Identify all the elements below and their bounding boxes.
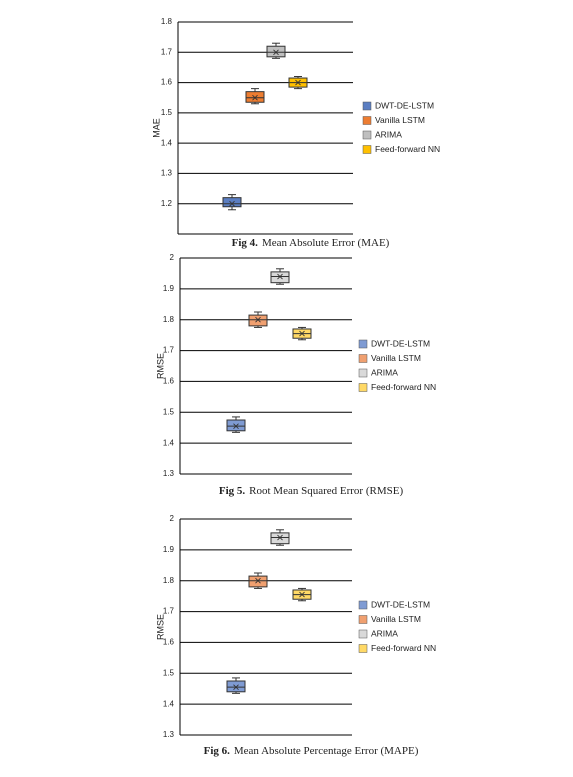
legend-label: DWT-DE-LSTM xyxy=(375,100,434,110)
legend-swatch xyxy=(358,644,368,653)
y-tick-label: 1.5 xyxy=(161,108,173,117)
legend-label: ARIMA xyxy=(371,367,398,377)
y-tick-label: 1.8 xyxy=(163,315,175,324)
caption-text: Mean Absolute Percentage Error (MAPE) xyxy=(234,745,419,757)
y-tick-label: 1.7 xyxy=(163,346,175,355)
legend-label: DWT-DE-LSTM xyxy=(371,338,430,348)
y-tick-label: 1.6 xyxy=(161,78,173,87)
y-tick-label: 1.8 xyxy=(163,576,175,585)
y-tick-label: 1.4 xyxy=(163,699,175,708)
box xyxy=(270,271,290,284)
legend-label: Feed-forward NN xyxy=(371,382,436,392)
y-tick-label: 1.9 xyxy=(163,284,175,293)
caption-label: Fig 5. xyxy=(219,485,246,497)
box xyxy=(222,197,242,208)
y-axis-label: MAE xyxy=(151,118,161,138)
y-tick-label: 1.4 xyxy=(163,438,175,447)
box xyxy=(226,419,246,432)
y-tick-label: 1.8 xyxy=(161,17,173,26)
mean-marker xyxy=(229,200,235,207)
mean-marker xyxy=(295,79,301,86)
mean-marker xyxy=(255,316,261,323)
caption-label: Fig 6. xyxy=(204,745,231,757)
chart: 1.3 1.4 1.5 1.6 1.7 1.8 1.9 2 RMSE Fig 6. Mean Abs… xyxy=(155,514,436,756)
legend-swatch xyxy=(358,339,368,349)
legend-swatch xyxy=(362,116,372,125)
y-tick-label: 1.4 xyxy=(161,138,173,147)
legend-swatch xyxy=(358,383,368,392)
y-tick-label: 2 xyxy=(170,253,175,262)
mean-marker xyxy=(299,330,305,337)
mean-marker xyxy=(277,273,283,280)
legend-swatch xyxy=(362,130,372,140)
caption: Fig 4. Mean Absolute Error (MAE) xyxy=(232,237,390,249)
box xyxy=(248,314,268,327)
legend-swatch xyxy=(358,615,368,624)
y-tick-label: 1.6 xyxy=(163,638,175,647)
caption-label: Fig 4. xyxy=(232,237,259,249)
legend-label: ARIMA xyxy=(371,628,398,638)
mean-marker xyxy=(233,684,239,690)
caption-text: Root Mean Squared Error (RMSE) xyxy=(249,485,403,497)
legend-label: DWT-DE-LSTM xyxy=(371,599,430,609)
legend-swatch xyxy=(358,629,368,639)
box xyxy=(266,45,286,58)
legend-swatch xyxy=(362,145,372,154)
legend-label: Feed-forward NN xyxy=(371,643,436,653)
y-tick-label: 1.3 xyxy=(161,169,173,178)
legend-label: Feed-forward NN xyxy=(375,144,440,154)
mean-marker xyxy=(299,591,305,598)
y-tick-label: 1.6 xyxy=(163,377,175,386)
box xyxy=(245,91,265,103)
legend-swatch xyxy=(358,600,368,610)
y-tick-label: 2 xyxy=(170,514,175,523)
y-tick-label: 1.3 xyxy=(163,730,175,739)
y-axis-label: RMSE xyxy=(155,614,165,640)
mean-marker xyxy=(252,94,258,101)
chart: 1.2 1.3 1.4 1.5 1.6 1.7 1.8 MAE Fig 4. Mean Absol… xyxy=(151,17,440,248)
legend-swatch xyxy=(362,101,372,111)
y-tick-label: 1.3 xyxy=(163,469,175,478)
y-tick-label: 1.7 xyxy=(161,47,173,56)
legend-swatch xyxy=(358,354,368,363)
legend-swatch xyxy=(358,368,368,378)
mean-marker xyxy=(277,534,283,541)
caption: Fig 6. Mean Absolute Percentage Error (MA… xyxy=(204,745,419,757)
mean-marker xyxy=(233,423,239,429)
box xyxy=(226,680,246,693)
mean-marker xyxy=(273,49,279,56)
caption-text: Mean Absolute Error (MAE) xyxy=(262,237,390,249)
box xyxy=(248,575,268,588)
legend-label: Vanilla LSTM xyxy=(375,115,425,125)
chart: 1.3 1.4 1.5 1.6 1.7 1.8 1.9 2 RMSE Fig 5. Root Mea… xyxy=(155,253,436,496)
legend-label: ARIMA xyxy=(375,129,402,139)
legend-label: Vanilla LSTM xyxy=(371,353,421,363)
mean-marker xyxy=(255,577,261,584)
y-tick-label: 1.7 xyxy=(163,607,175,616)
legend-label: Vanilla LSTM xyxy=(371,614,421,624)
caption: Fig 5. Root Mean Squared Error (RMSE) xyxy=(219,485,404,497)
y-tick-label: 1.2 xyxy=(161,199,173,208)
box xyxy=(270,532,290,545)
y-tick-label: 1.5 xyxy=(163,407,175,416)
y-tick-label: 1.5 xyxy=(163,668,175,677)
y-axis-label: RMSE xyxy=(155,353,165,379)
y-tick-label: 1.9 xyxy=(163,545,175,554)
